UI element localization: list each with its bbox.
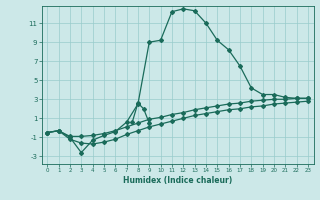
X-axis label: Humidex (Indice chaleur): Humidex (Indice chaleur) bbox=[123, 176, 232, 185]
